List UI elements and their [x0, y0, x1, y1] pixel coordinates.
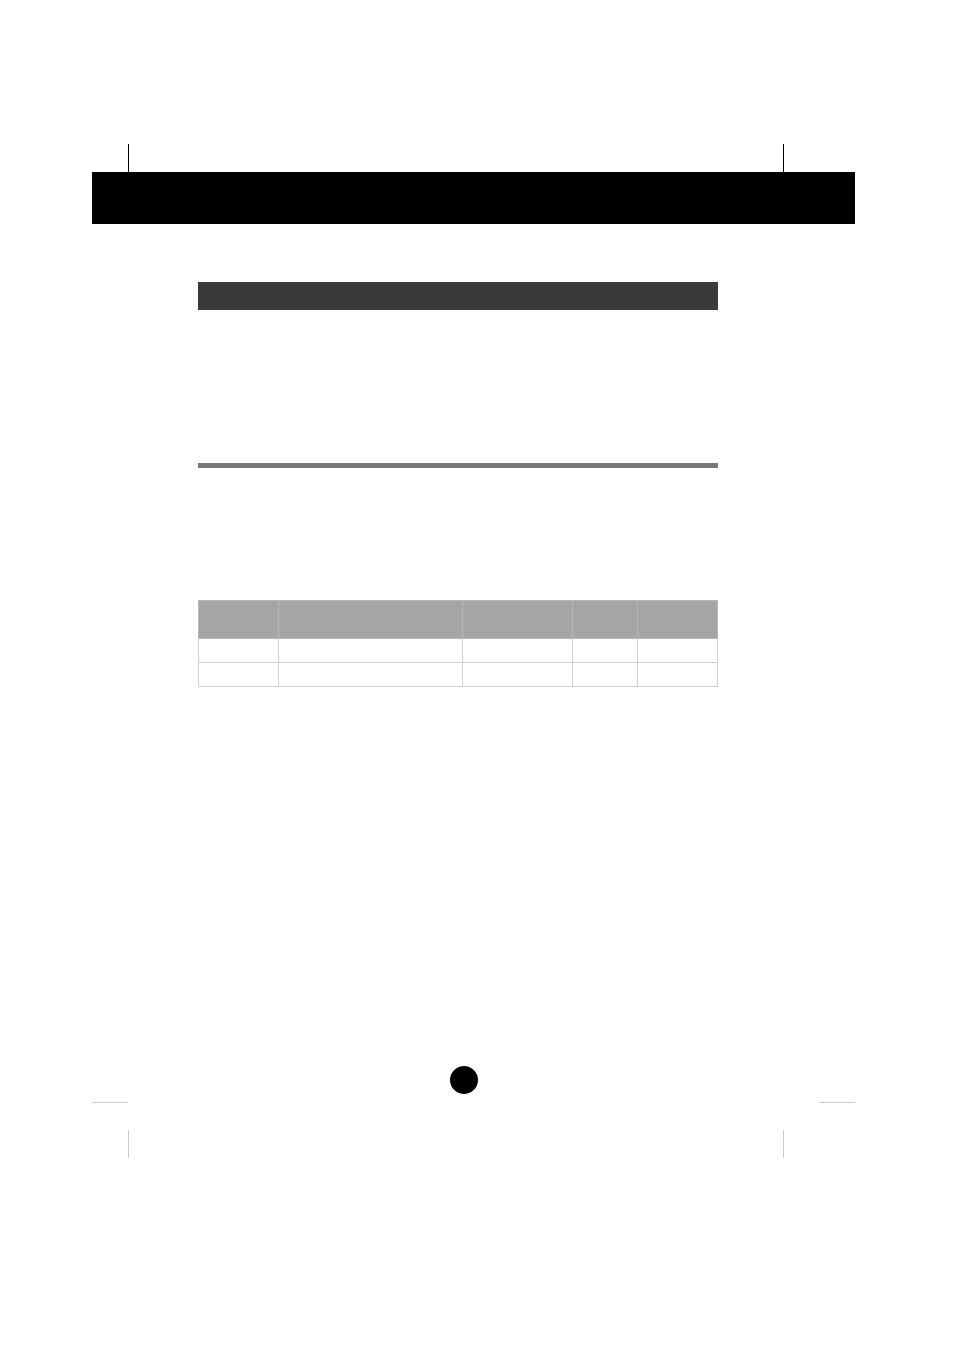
crop-mark	[92, 1102, 128, 1103]
crop-mark	[128, 1130, 129, 1158]
table-header-row	[199, 601, 718, 639]
subheader-band	[198, 282, 718, 310]
crop-mark	[819, 1102, 855, 1103]
table-cell	[199, 663, 279, 687]
table-cell	[573, 663, 638, 687]
table-header-cell	[463, 601, 573, 639]
table-cell	[199, 639, 279, 663]
table-header-cell	[278, 601, 463, 639]
table-cell	[278, 663, 463, 687]
crop-mark	[783, 144, 784, 172]
table-header-cell	[638, 601, 718, 639]
table-header-cell	[573, 601, 638, 639]
data-table	[198, 600, 718, 687]
table-cell	[573, 639, 638, 663]
table-row	[199, 639, 718, 663]
table-cell	[278, 639, 463, 663]
table-cell	[638, 663, 718, 687]
table-cell	[638, 639, 718, 663]
page-number-circle	[450, 1066, 478, 1094]
table-cell	[463, 639, 573, 663]
divider-rule	[198, 463, 718, 468]
table-cell	[463, 663, 573, 687]
table-row	[199, 663, 718, 687]
header-band	[92, 172, 855, 224]
table-header-cell	[199, 601, 279, 639]
crop-mark	[783, 1130, 784, 1158]
crop-mark	[128, 144, 129, 172]
